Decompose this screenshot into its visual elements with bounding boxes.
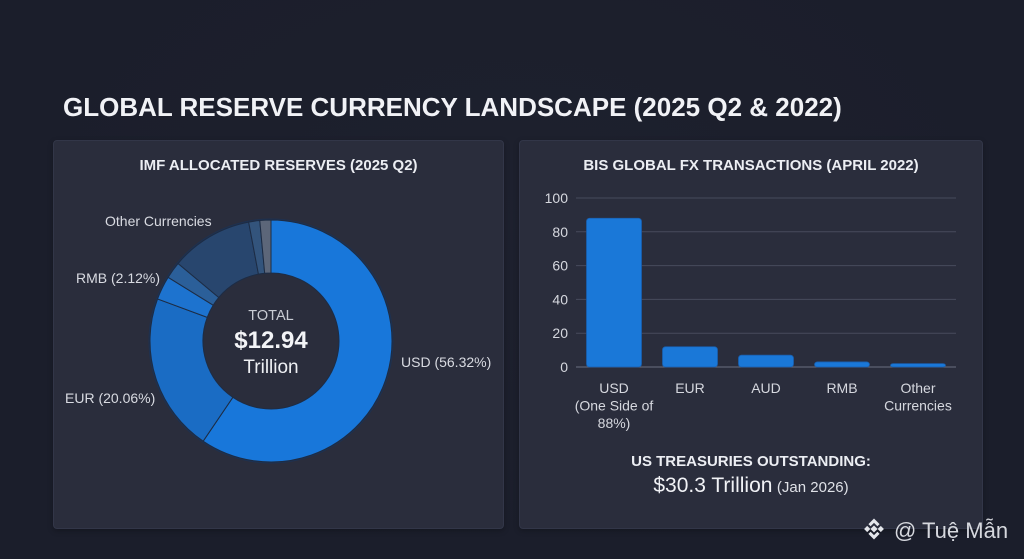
donut-hole <box>203 273 339 409</box>
treasuries-value: $30.3 Trillion <box>653 474 773 497</box>
imf-reserves-panel: IMF ALLOCATED RESERVES (2025 Q2) Other C… <box>53 140 504 529</box>
y-tick-label: 20 <box>552 325 568 341</box>
y-tick-label: 0 <box>560 359 568 375</box>
page-title: GLOBAL RESERVE CURRENCY LANDSCAPE (2025 … <box>63 92 842 122</box>
diamond-logo-icon <box>862 517 886 546</box>
x-tick-label-eur: EUR <box>675 380 705 396</box>
bar-aud <box>738 354 794 368</box>
treasuries-date: (Jan 2026) <box>776 479 849 496</box>
imf-chart-title: IMF ALLOCATED RESERVES (2025 Q2) <box>139 157 418 174</box>
x-tick-label-other-currencies: Other Currencies <box>884 380 952 414</box>
bar-usd-one-side-of-88 <box>586 217 642 368</box>
label-usd: USD (56.32%) <box>401 354 492 370</box>
y-tick-label: 100 <box>545 190 569 206</box>
label-rmb: RMB (2.12%) <box>76 270 161 286</box>
x-tick-label-usd-one-side-of-88: USD (One Side of 88%) <box>575 380 654 431</box>
donut-center-caption: TOTAL <box>248 308 294 324</box>
label-eur: EUR (20.06%) <box>65 390 156 406</box>
watermark-text: @ Tuệ Mẫn <box>894 518 1009 543</box>
y-tick-label: 60 <box>552 258 568 274</box>
bis-chart-title: BIS GLOBAL FX TRANSACTIONS (APRIL 2022) <box>583 157 919 174</box>
x-tick-label-line: RMB <box>826 380 857 396</box>
label-other-currencies: Other Currencies <box>105 213 212 229</box>
y-tick-label: 80 <box>552 224 568 240</box>
y-tick-label: 40 <box>552 291 568 307</box>
bar-other-currencies <box>890 363 946 368</box>
bis-fx-panel: BIS GLOBAL FX TRANSACTIONS (APRIL 2022) … <box>519 140 983 529</box>
x-tick-label-line: 88%) <box>598 415 631 431</box>
x-tick-label-line: (One Side of <box>575 398 654 414</box>
donut-center-value: $12.94 <box>234 327 308 354</box>
x-tick-label-line: Other <box>900 380 935 396</box>
x-tick-label-line: AUD <box>751 380 781 396</box>
imf-donut-chart <box>148 218 394 464</box>
x-tick-label-line: EUR <box>675 380 705 396</box>
bar-rmb <box>814 361 870 368</box>
watermark: @ Tuệ Mẫn <box>862 517 1008 545</box>
x-tick-label-line: Currencies <box>884 398 952 414</box>
donut-segment-unlabeled-3 <box>259 219 272 274</box>
x-tick-label-rmb: RMB <box>826 380 857 396</box>
donut-segment-usd <box>202 219 393 463</box>
x-tick-label-aud: AUD <box>751 380 781 396</box>
bar-eur <box>662 346 718 368</box>
treasuries-line: $30.3 Trillion (Jan 2026) <box>520 473 982 501</box>
donut-center-unit: Trillion <box>243 357 299 378</box>
x-tick-label-line: USD <box>599 380 629 396</box>
bis-bar-chart: 0 20 40 60 80 100 USD (One Side of 88%) EUR AUD RMB… <box>545 190 956 431</box>
treasuries-title: US TREASURIES OUTSTANDING: <box>631 453 871 470</box>
